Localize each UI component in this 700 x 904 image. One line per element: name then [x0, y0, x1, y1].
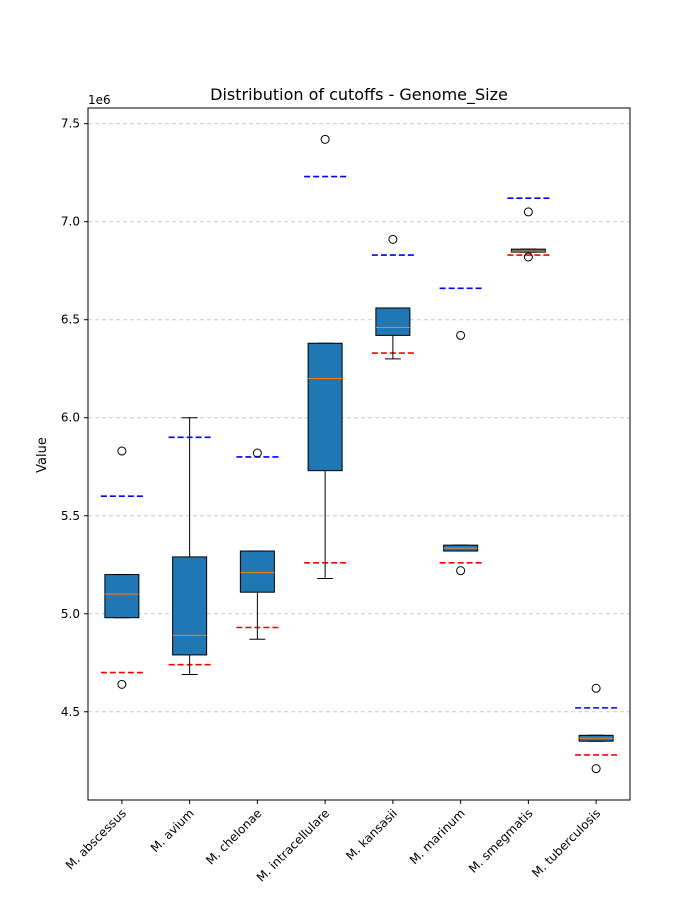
box-group — [307, 134, 343, 579]
x-tick-label: M. tuberculosis — [529, 806, 603, 880]
box-group — [172, 417, 208, 676]
box-group — [578, 683, 614, 774]
outlier-point — [456, 566, 466, 576]
x-tick-label: M. abscessus — [63, 806, 129, 872]
box-body — [307, 342, 343, 472]
box-body — [239, 550, 275, 593]
cutoff-lines — [100, 175, 618, 756]
box-series — [104, 134, 614, 774]
outlier-point — [117, 679, 127, 689]
outlier-point — [591, 764, 601, 774]
y-axis-scale-note: 1e6 — [88, 93, 111, 107]
box-group — [104, 446, 140, 689]
grid-lines — [88, 123, 630, 713]
y-tick-label: 7.5 — [61, 117, 80, 131]
outlier-point — [456, 330, 466, 340]
y-tick-label: 5.5 — [61, 509, 80, 523]
y-tick-label: 4.5 — [61, 705, 80, 719]
outlier-point — [591, 683, 601, 693]
outlier-point — [320, 134, 330, 144]
box-group — [510, 207, 546, 262]
outlier-point — [523, 252, 533, 262]
x-tick-label: M. chelonae — [203, 806, 264, 867]
y-tick-label: 5.0 — [61, 607, 80, 621]
y-axis-ticks: 4.5 5.0 5.5 6.0 6.5 7.0 7.5 — [61, 117, 88, 719]
outlier-point — [252, 448, 262, 458]
x-tick-label: M. kansasii — [343, 806, 400, 863]
chart-title: Distribution of cutoffs - Genome_Size — [210, 85, 508, 105]
y-axis-label: Value — [35, 437, 50, 473]
x-tick-label: M. smegmatis — [466, 806, 535, 875]
box-body — [375, 307, 411, 336]
box-body — [172, 556, 208, 656]
box-group — [239, 448, 275, 640]
box-body — [104, 574, 140, 619]
x-tick-label: M. marinum — [407, 806, 468, 867]
y-tick-label: 6.0 — [61, 411, 80, 425]
y-tick-label: 6.5 — [61, 313, 80, 327]
box-group — [375, 234, 411, 360]
x-tick-label: M. intracellulare — [254, 806, 332, 884]
y-tick-label: 7.0 — [61, 215, 80, 229]
box-group — [443, 330, 479, 576]
outlier-point — [388, 234, 398, 244]
outlier-point — [523, 207, 533, 217]
x-tick-label: M. avium — [148, 806, 197, 855]
plot-frame — [87, 107, 631, 801]
outlier-point — [117, 446, 127, 456]
